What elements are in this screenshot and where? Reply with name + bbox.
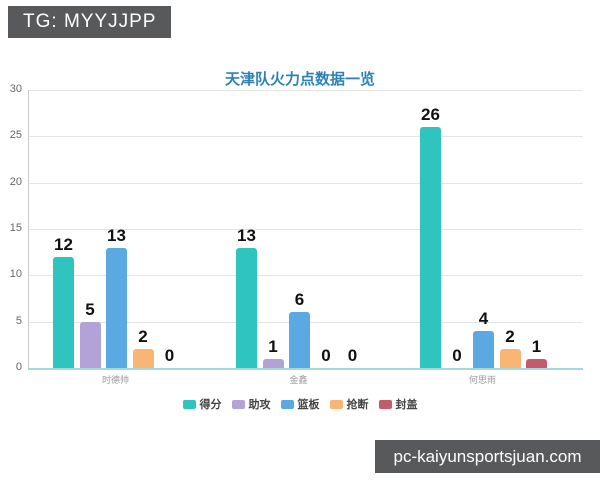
legend-swatch: [280, 399, 294, 409]
y-axis-tick-label: 5: [15, 314, 22, 327]
gridline: [29, 182, 583, 184]
x-axis-category-label: 金鑫: [289, 375, 308, 385]
x-axis-category-label: 何思雨: [468, 375, 496, 385]
legend-label: 助攻: [248, 399, 271, 411]
bar-value-label: 0: [452, 346, 462, 365]
bar: [106, 247, 127, 368]
y-axis-tick-label: 20: [9, 175, 22, 188]
tg-badge: TG: MYYJJPP: [8, 6, 172, 38]
bar: [236, 247, 257, 368]
legend-item: 助攻: [231, 396, 271, 412]
bar-value-label: 13: [107, 225, 126, 245]
gridline: [29, 229, 583, 230]
legend-item: 篮板: [280, 396, 320, 412]
y-axis: 0 5 10 15 20 25 30: [0, 83, 24, 373]
y-axis-tick-label: 25: [9, 129, 22, 142]
bar-value-label: 0: [321, 346, 331, 365]
legend-item: 抢断: [329, 396, 369, 412]
bar-value-label: 4: [478, 308, 489, 328]
legend-swatch: [378, 399, 392, 409]
bar: [473, 330, 494, 368]
bar-value-label: 2: [138, 327, 148, 347]
bar: [262, 358, 284, 368]
bar: [53, 256, 74, 368]
bar-value-label: 1: [531, 336, 542, 356]
bar: [132, 349, 154, 368]
legend-swatch: [231, 399, 245, 409]
watermark-badge: pc-kaiyunsportsjuan.com: [375, 440, 600, 473]
legend-label: 篮板: [297, 399, 320, 411]
gridline: [29, 90, 583, 91]
legend-label: 抢断: [346, 399, 369, 411]
legend-label: 得分: [199, 399, 222, 411]
bar-value-label: 5: [85, 299, 95, 319]
plot-area: 12 5 13 2 0 13 1 6 0 0 26 0 4 2 1: [28, 90, 583, 370]
y-axis-tick-label: 10: [9, 268, 22, 281]
bar-value-label: 26: [421, 105, 440, 125]
bar-value-label: 0: [347, 346, 358, 365]
legend-item: 封盖: [378, 396, 418, 412]
legend-label: 封盖: [395, 399, 418, 411]
legend: 得分 助攻 篮板 抢断 封盖: [0, 396, 600, 412]
bar-value-label: 12: [54, 234, 73, 254]
bar: [526, 358, 547, 368]
x-axis-category-label: 时德帅: [101, 375, 129, 385]
bar: [289, 312, 310, 368]
chart-title: 天津队火力点数据一览: [224, 71, 375, 88]
legend-swatch: [329, 399, 343, 409]
bar-value-label: 2: [505, 327, 515, 347]
gridline: [29, 136, 583, 138]
bar-value-label: 1: [268, 336, 278, 356]
bar-value-label: 0: [164, 346, 175, 365]
legend-item: 得分: [182, 396, 222, 412]
bar: [420, 127, 441, 368]
y-axis-tick-label: 0: [15, 361, 22, 373]
bar: [79, 321, 101, 368]
x-axis: 时德帅 金鑫 何思雨: [28, 373, 582, 387]
gridline: [29, 275, 583, 277]
y-axis-tick-label: 15: [9, 222, 22, 234]
bar-value-label: 13: [237, 225, 256, 245]
bar: [499, 349, 521, 368]
y-axis-tick-label: 30: [9, 83, 22, 95]
bar-value-label: 6: [294, 290, 305, 310]
legend-swatch: [182, 399, 196, 409]
